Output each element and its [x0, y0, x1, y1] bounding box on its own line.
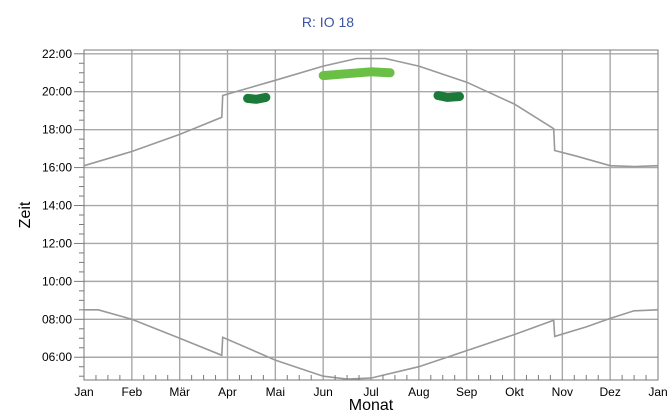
x-tick-label: Aug	[408, 385, 429, 399]
x-tick-label: Jan	[74, 385, 93, 399]
x-tick-label: Apr	[218, 385, 237, 399]
y-tick-label: 12:00	[42, 236, 72, 250]
x-axis-label: Monat	[349, 397, 394, 414]
observation-layer	[248, 72, 460, 100]
x-tick-label: Jan	[648, 385, 667, 399]
x-tick-label: Okt	[505, 385, 524, 399]
x-tick-label: Mär	[169, 385, 190, 399]
y-tick-label: 18:00	[42, 123, 72, 137]
x-tick-label: Dez	[599, 385, 620, 399]
y-tick-label: 10:00	[42, 274, 72, 288]
observation-mark	[323, 72, 390, 76]
y-tick-label: 08:00	[42, 312, 72, 326]
y-tick-label: 14:00	[42, 199, 72, 213]
observation-mark	[248, 97, 266, 99]
x-tick-label: Mai	[266, 385, 285, 399]
x-tick-label: Sep	[456, 385, 478, 399]
y-axis-label: Zeit	[17, 201, 34, 228]
y-tick-label: 20:00	[42, 85, 72, 99]
observation-mark	[438, 96, 460, 98]
chart-title: R: IO 18	[302, 14, 354, 30]
y-tick-label: 22:00	[42, 47, 72, 61]
x-tick-label: Jun	[313, 385, 332, 399]
x-tick-label: Nov	[552, 385, 573, 399]
y-axis-ticks: 06:00 08:00 10:00 12:00 14:00 16:00 18:00 20:00…	[42, 47, 84, 376]
x-tick-label: Feb	[121, 385, 142, 399]
y-tick-label: 06:00	[42, 350, 72, 364]
y-tick-label: 16:00	[42, 161, 72, 175]
